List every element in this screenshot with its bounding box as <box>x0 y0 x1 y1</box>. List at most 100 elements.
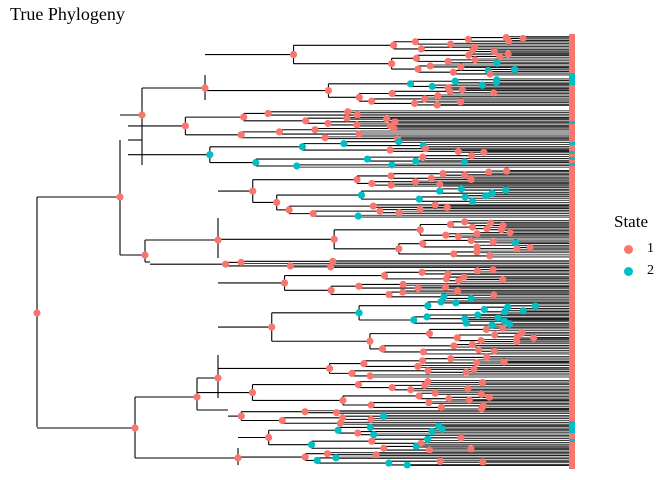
node-state-1 <box>455 277 463 285</box>
node-state-1 <box>214 374 222 382</box>
tip-state-mark <box>569 361 575 364</box>
node-state-1 <box>478 379 487 387</box>
node-state-1 <box>368 179 376 188</box>
node-state-1 <box>116 193 124 201</box>
tip-state-mark <box>569 124 575 127</box>
node-state-2 <box>406 80 415 88</box>
node-state-1 <box>339 396 347 405</box>
tip-state-mark <box>569 370 575 373</box>
node-state-2 <box>206 151 214 159</box>
tip-state-mark <box>569 205 575 208</box>
node-state-1 <box>360 360 368 368</box>
node-state-2 <box>428 427 436 436</box>
tip-state-mark <box>569 346 575 349</box>
node-state-1 <box>519 34 527 43</box>
tip-state-mark <box>569 67 575 70</box>
node-state-1 <box>418 357 427 365</box>
tip-state-mark <box>569 181 575 184</box>
node-state-1 <box>285 206 293 214</box>
node-state-1 <box>395 245 403 253</box>
node-state-2 <box>363 155 372 163</box>
tip-state-mark <box>569 175 575 178</box>
node-state-1 <box>504 50 512 58</box>
tip-state-mark <box>569 277 575 280</box>
node-state-1 <box>433 101 441 109</box>
node-state-1 <box>234 454 242 462</box>
node-state-1 <box>415 392 423 400</box>
node-state-1 <box>490 47 498 56</box>
node-state-1 <box>485 393 494 401</box>
tip-state-mark <box>569 427 575 430</box>
node-state-1 <box>395 209 403 217</box>
node-state-1 <box>496 52 504 61</box>
node-state-2 <box>451 77 459 85</box>
state-1-dot-icon <box>624 244 633 254</box>
node-state-1 <box>486 70 494 78</box>
node-state-1 <box>323 450 332 458</box>
tip-state-mark <box>569 424 575 427</box>
node-state-1 <box>289 50 298 59</box>
node-state-1 <box>468 340 476 349</box>
node-state-1 <box>372 451 380 459</box>
node-state-1 <box>376 207 384 215</box>
node-state-1 <box>414 362 422 370</box>
node-state-2 <box>366 423 374 431</box>
node-state-1 <box>273 198 281 207</box>
tip-state-mark <box>569 46 575 49</box>
node-state-2 <box>412 442 420 451</box>
node-state-1 <box>450 250 458 258</box>
node-state-2 <box>388 161 396 169</box>
node-state-1 <box>490 291 498 299</box>
node-state-1 <box>414 65 422 73</box>
tip-state-mark <box>569 391 575 394</box>
tip-state-mark <box>569 334 575 337</box>
node-state-1 <box>486 252 494 260</box>
node-state-2 <box>488 189 496 197</box>
tip-state-mark <box>569 112 575 115</box>
node-state-1 <box>332 409 341 417</box>
node-state-1 <box>301 453 309 461</box>
tip-state-mark <box>569 190 575 193</box>
tip-state-mark <box>569 34 575 37</box>
node-state-1 <box>468 223 477 231</box>
node-state-1 <box>490 89 498 97</box>
node-state-1 <box>367 401 375 409</box>
tip-state-mark <box>569 118 575 121</box>
tip-state-mark <box>569 409 575 412</box>
tip-state-mark <box>569 55 575 58</box>
node-state-1 <box>467 236 475 245</box>
node-state-2 <box>480 305 488 314</box>
node-state-1 <box>367 415 375 423</box>
node-state-1 <box>353 111 361 119</box>
tip-state-mark <box>569 325 575 328</box>
node-state-1 <box>499 324 507 332</box>
node-state-2 <box>313 456 321 465</box>
node-state-1 <box>441 283 450 291</box>
node-state-1 <box>421 95 429 103</box>
node-state-1 <box>457 63 465 71</box>
tip-state-mark <box>569 100 575 103</box>
tip-state-mark <box>569 157 575 160</box>
tip-state-mark <box>569 307 575 310</box>
node-state-1 <box>388 60 396 68</box>
node-state-1 <box>477 390 485 398</box>
tip-state-mark <box>569 418 575 421</box>
tip-state-mark <box>569 466 575 469</box>
tip-state-mark <box>569 49 575 52</box>
node-state-2 <box>415 195 423 203</box>
tip-state-mark <box>569 136 575 139</box>
node-state-1 <box>366 372 374 380</box>
node-state-2 <box>252 158 260 167</box>
node-state-1 <box>418 268 426 276</box>
node-state-2 <box>452 299 460 307</box>
tree-node-points <box>33 33 539 469</box>
node-state-1 <box>470 365 478 373</box>
tip-state-mark <box>569 373 575 376</box>
node-state-2 <box>357 191 366 199</box>
node-state-2 <box>468 197 477 205</box>
tip-state-mark <box>569 289 575 292</box>
node-state-1 <box>412 54 421 62</box>
node-state-2 <box>457 185 466 193</box>
tip-state-mark <box>569 94 575 97</box>
node-state-1 <box>268 323 276 331</box>
